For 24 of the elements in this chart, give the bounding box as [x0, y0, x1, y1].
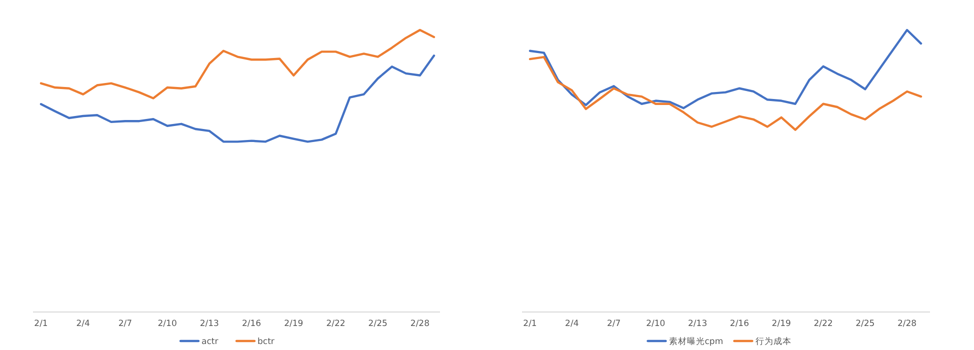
- x-tick-label: 2/28: [410, 319, 430, 329]
- x-tick-label: 2/4: [565, 319, 579, 329]
- x-tick-label: 2/7: [606, 319, 621, 329]
- x-tick-label: 2/22: [814, 319, 833, 329]
- x-tick-label: 2/19: [772, 319, 791, 329]
- legend-label: bctr: [258, 337, 275, 347]
- x-tick-label: 2/25: [368, 319, 388, 329]
- legend-label: 素材曝光cpm: [668, 336, 724, 347]
- x-tick-label: 2/16: [730, 319, 750, 329]
- legend-label: 行为成本: [755, 336, 792, 347]
- x-tick-label: 2/22: [326, 319, 346, 329]
- x-tick-label: 2/13: [688, 319, 708, 329]
- x-tick-label: 2/4: [76, 319, 90, 329]
- x-tick-label: 2/19: [284, 319, 304, 329]
- legend-label: actr: [202, 337, 219, 347]
- x-tick-label: 2/16: [242, 319, 262, 329]
- x-tick-label: 2/1: [523, 319, 537, 329]
- x-tick-label: 2/7: [118, 319, 132, 329]
- x-tick-label: 2/10: [158, 319, 177, 329]
- x-tick-label: 2/10: [646, 319, 666, 329]
- x-tick-label: 2/25: [856, 319, 875, 329]
- x-tick-label: 2/28: [897, 319, 917, 329]
- x-tick-label: 2/13: [200, 319, 219, 329]
- x-tick-label: 2/1: [34, 319, 48, 329]
